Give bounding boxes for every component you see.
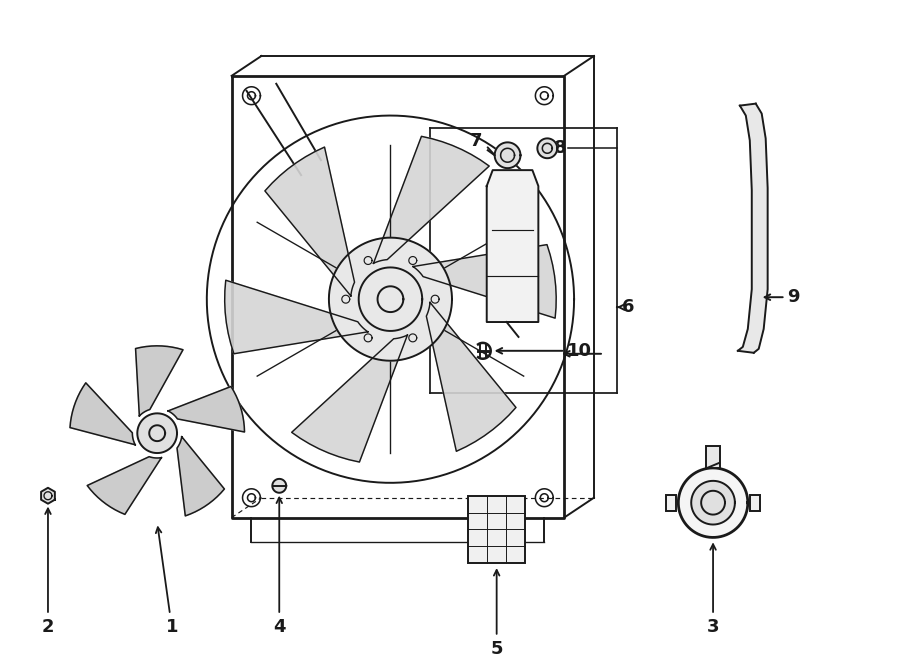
Polygon shape — [495, 142, 520, 168]
Polygon shape — [738, 104, 768, 353]
Text: 10: 10 — [567, 342, 592, 360]
Text: 7: 7 — [470, 132, 482, 150]
Text: 5: 5 — [491, 640, 503, 658]
Polygon shape — [225, 280, 368, 354]
Polygon shape — [537, 138, 557, 158]
Polygon shape — [136, 346, 183, 416]
Polygon shape — [87, 457, 161, 514]
Text: 1: 1 — [166, 617, 178, 636]
Text: 2: 2 — [41, 618, 54, 636]
FancyBboxPatch shape — [468, 496, 526, 563]
Polygon shape — [70, 383, 135, 445]
Polygon shape — [265, 147, 355, 296]
FancyBboxPatch shape — [706, 446, 720, 468]
Polygon shape — [41, 488, 55, 504]
Text: 6: 6 — [622, 298, 634, 316]
FancyBboxPatch shape — [750, 494, 760, 511]
Polygon shape — [427, 303, 516, 451]
Text: 4: 4 — [273, 618, 285, 636]
Polygon shape — [168, 387, 245, 432]
FancyBboxPatch shape — [666, 494, 676, 511]
Polygon shape — [679, 468, 748, 537]
Polygon shape — [374, 136, 490, 263]
Polygon shape — [413, 245, 556, 318]
Polygon shape — [177, 437, 224, 516]
Text: 3: 3 — [706, 618, 719, 636]
Text: 8: 8 — [554, 139, 567, 157]
Polygon shape — [487, 170, 538, 322]
Polygon shape — [292, 335, 408, 462]
Polygon shape — [273, 479, 286, 492]
Polygon shape — [328, 238, 452, 361]
Polygon shape — [138, 413, 177, 453]
Polygon shape — [691, 481, 735, 525]
Text: 9: 9 — [788, 288, 800, 306]
